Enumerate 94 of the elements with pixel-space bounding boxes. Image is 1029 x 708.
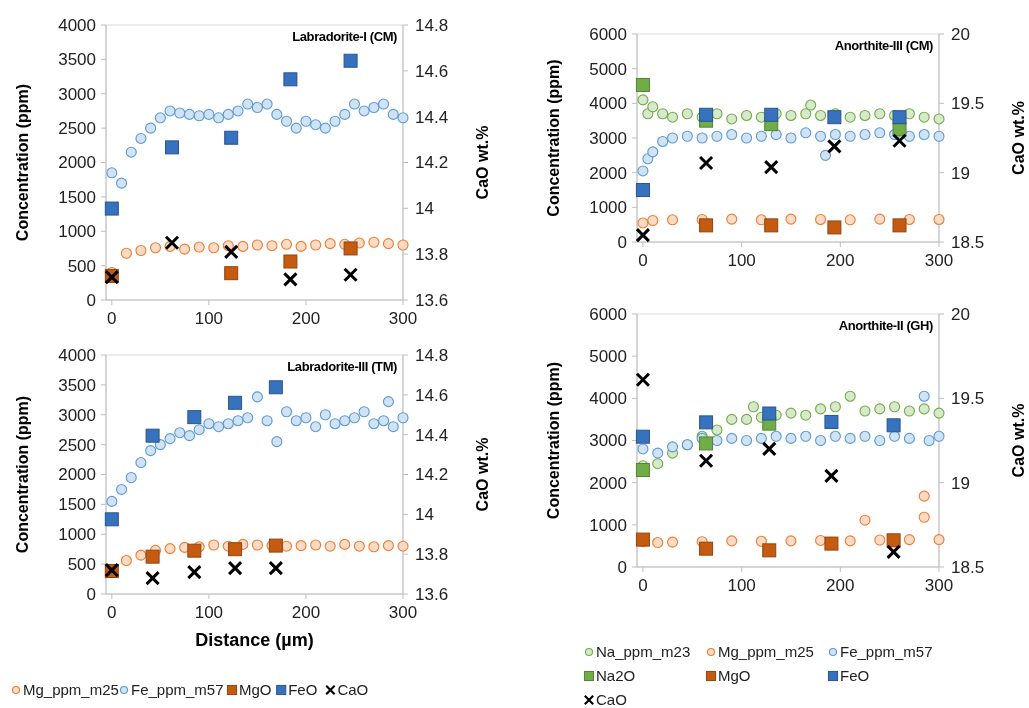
y2-tick-label: 19.5	[951, 94, 985, 114]
y-tick-label: 3000	[589, 431, 627, 451]
x-tick-label: 0	[638, 251, 648, 270]
y2-tick-label: 14	[415, 505, 434, 525]
legend-label: Mg_ppm_m25	[718, 643, 814, 661]
y2-axis-title: CaO wt.%	[474, 437, 491, 512]
legend-label: Na2O	[596, 667, 636, 685]
y-tick-label: 500	[67, 256, 96, 276]
y2-tick-label: 20	[951, 304, 970, 324]
legend-label: MgO	[239, 681, 272, 699]
x-tick-label: 0	[107, 603, 117, 622]
y-tick-label: 2000	[589, 163, 627, 183]
x-tick-label: 0	[638, 576, 648, 595]
y-tick-label: 4000	[589, 94, 627, 114]
x-axis-title: Distance (µm)	[195, 630, 314, 650]
y2-tick-label: 14.4	[415, 107, 449, 127]
y2-tick-label: 14.6	[415, 61, 449, 81]
legend-label: FeO	[288, 681, 318, 699]
chart-title: Labradorite-III (TM)	[287, 359, 398, 374]
x-tick-label: 300	[924, 251, 954, 270]
y2-tick-label: 20	[951, 24, 970, 44]
y2-tick-label: 18.5	[951, 557, 985, 577]
y-axis-title: Concentration (ppm)	[545, 59, 562, 217]
x-tick-label: 200	[826, 576, 855, 595]
x-tick-label: 100	[194, 603, 224, 622]
y-tick-label: 5000	[589, 347, 627, 367]
legend-label: Na_ppm_m23	[596, 643, 691, 661]
x-tick-label: 100	[727, 576, 756, 595]
y-tick-label: 4000	[58, 15, 96, 35]
x-tick-label: 300	[924, 576, 954, 595]
y2-tick-label: 13.6	[415, 290, 449, 310]
y2-tick-label: 19.5	[951, 389, 985, 409]
y-tick-label: 0	[617, 557, 627, 577]
y-tick-label: 5000	[589, 59, 627, 79]
y2-tick-label: 14	[415, 199, 434, 219]
y2-tick-label: 13.6	[415, 584, 449, 604]
y-tick-label: 0	[617, 232, 627, 252]
x-tick-label: 200	[291, 309, 321, 328]
y-axis-title: Concentration (ppm)	[14, 83, 31, 242]
y-tick-label: 6000	[589, 304, 627, 324]
y-axis-title: Concentration (ppm)	[14, 395, 31, 554]
y-tick-label: 2500	[58, 435, 96, 455]
y2-axis-title: CaO wt.%	[474, 125, 491, 200]
y2-tick-label: 14.6	[415, 385, 449, 405]
y-tick-label: 4000	[589, 389, 627, 409]
legend-label: Mg_ppm_m25	[23, 681, 119, 699]
y2-tick-label: 19	[951, 163, 970, 183]
y2-axis-title: CaO wt.%	[1010, 101, 1027, 175]
y2-tick-label: 18.5	[951, 232, 985, 252]
x-tick-label: 100	[194, 309, 224, 328]
y-tick-label: 4000	[58, 345, 96, 365]
legend-label: Fe_ppm_m57	[840, 643, 933, 661]
y2-tick-label: 14.8	[415, 15, 449, 35]
x-tick-label: 200	[826, 251, 855, 270]
y-tick-label: 3000	[589, 128, 627, 148]
y-tick-label: 3000	[58, 84, 96, 104]
x-tick-label: 100	[727, 251, 756, 270]
x-tick-label: 300	[388, 309, 418, 328]
y2-tick-label: 13.8	[415, 245, 449, 265]
y-tick-label: 2500	[58, 119, 96, 139]
y-tick-label: 2000	[58, 153, 96, 173]
legend-label: CaO	[337, 681, 369, 699]
legend-label: Fe_ppm_m57	[131, 681, 224, 699]
chart-title: Anorthite-II (GH)	[838, 318, 934, 333]
y2-tick-label: 13.8	[415, 545, 449, 565]
y-tick-label: 2000	[58, 465, 96, 485]
y2-tick-label: 14.8	[415, 345, 449, 365]
y-tick-label: 1000	[589, 515, 627, 535]
x-tick-label: 300	[388, 603, 418, 622]
x-tick-label: 200	[291, 603, 321, 622]
y-tick-label: 1000	[58, 222, 96, 242]
y-tick-label: 500	[67, 555, 96, 575]
legend-label: CaO	[596, 691, 627, 708]
y-tick-label: 6000	[589, 24, 627, 44]
y-tick-label: 1500	[58, 495, 96, 515]
y2-tick-label: 14.2	[415, 465, 449, 485]
x-tick-label: 0	[107, 309, 117, 328]
y-tick-label: 1000	[58, 525, 96, 545]
y-tick-label: 1500	[58, 187, 96, 207]
chart-title: Labradorite-I (CM)	[292, 29, 398, 44]
y2-tick-label: 14.4	[415, 425, 449, 445]
chart-title: Anorthite-III (CM)	[834, 38, 934, 53]
y-tick-label: 3000	[58, 405, 96, 425]
y-tick-label: 3500	[58, 375, 96, 395]
y-axis-title: Concentration (ppm)	[545, 361, 562, 520]
legend-label: FeO	[840, 667, 870, 685]
y-tick-label: 3500	[58, 50, 96, 70]
y-tick-label: 0	[86, 290, 96, 310]
y2-tick-label: 14.2	[415, 153, 449, 173]
legend-label: MgO	[718, 667, 751, 685]
y2-tick-label: 19	[951, 473, 970, 493]
y-tick-label: 2000	[589, 473, 627, 493]
y-tick-label: 1000	[589, 198, 627, 218]
y2-axis-title: CaO wt.%	[1010, 403, 1027, 478]
